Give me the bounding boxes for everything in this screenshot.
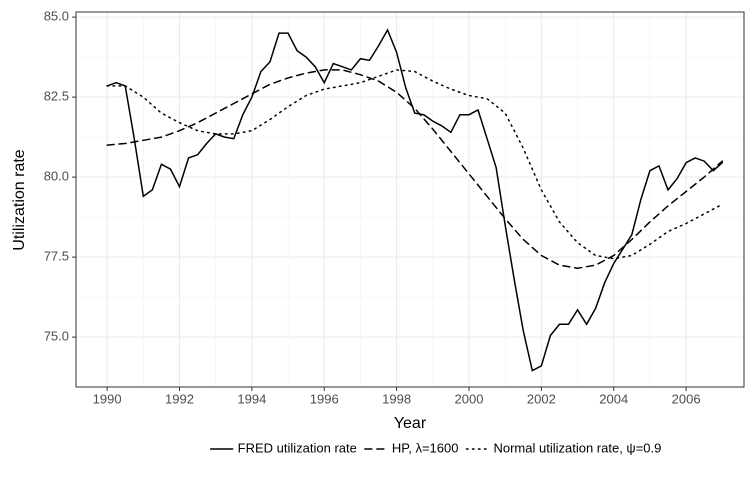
x-tick-label: 1990 bbox=[93, 391, 122, 406]
series-line bbox=[106, 28, 724, 372]
y-tick-label: 80.0 bbox=[44, 169, 69, 184]
x-tick-label: 2006 bbox=[672, 391, 701, 406]
legend: FRED utilization rate HP, λ=1600 Normal ut… bbox=[209, 440, 661, 455]
y-tick-label: 82.5 bbox=[44, 89, 69, 104]
series-line bbox=[106, 69, 724, 270]
x-tick-label: 2002 bbox=[527, 391, 556, 406]
x-tick-label: 1994 bbox=[237, 391, 266, 406]
plot-border bbox=[75, 11, 745, 388]
legend-label: FRED utilization rate bbox=[238, 440, 357, 455]
series-line bbox=[106, 69, 724, 260]
x-tick-label: 1998 bbox=[382, 391, 411, 406]
y-axis-title: Utilization rate bbox=[11, 149, 28, 250]
y-tick-label: 85.0 bbox=[44, 9, 69, 24]
x-tick-label: 2000 bbox=[455, 391, 484, 406]
x-axis-title: Year bbox=[394, 415, 427, 432]
y-tick-label: 75.0 bbox=[44, 329, 69, 344]
legend-label: Normal utilization rate, ψ=0.9 bbox=[493, 440, 661, 455]
y-tick-label: 77.5 bbox=[44, 249, 69, 264]
legend-label: HP, λ=1600 bbox=[392, 440, 459, 455]
x-tick-label: 1992 bbox=[165, 391, 194, 406]
x-tick-label: 2004 bbox=[599, 391, 628, 406]
x-tick-label: 1996 bbox=[310, 391, 339, 406]
